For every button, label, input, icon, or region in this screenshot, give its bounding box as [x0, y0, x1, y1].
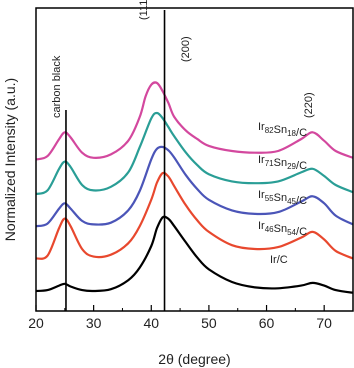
annotation-label: (220): [303, 92, 315, 118]
x-ticks: 20 30 40 50 60 70: [28, 305, 332, 331]
x-tick-label: 70: [316, 315, 332, 331]
series-labels: Ir/C Ir46Sn54/C Ir55Sn45/C Ir71Sn29/C Ir82Sn…: [258, 121, 307, 266]
y-axis-label: Normalized Intensity (a.u.): [2, 78, 18, 241]
series-label: Ir46Sn54/C: [258, 220, 307, 238]
plot-frame: [35, 7, 354, 312]
x-axis-label: 2θ (degree): [158, 351, 230, 367]
x-tick-label: 60: [259, 315, 275, 331]
x-tick-label: 30: [86, 315, 102, 331]
series-label: Ir71Sn29/C: [258, 154, 307, 172]
x-tick-label: 40: [143, 315, 159, 331]
annotation-label: carbon black: [51, 55, 63, 118]
series-line: [35, 81, 354, 161]
reference-lines: [65, 10, 166, 311]
series-label: Ir82Sn18/C: [258, 121, 307, 139]
series-label: Ir55Sn45/C: [258, 189, 307, 207]
annotations: carbon black (111) (200) (220): [51, 0, 315, 118]
series-line: [35, 145, 354, 228]
series-label: Ir/C: [270, 254, 288, 266]
annotation-label: (200): [180, 36, 192, 62]
series-layer: [35, 81, 354, 294]
series-line: [35, 171, 354, 260]
x-tick-label: 50: [201, 315, 217, 331]
annotation-label: (111): [138, 0, 150, 20]
series-line: [35, 111, 354, 196]
series-line: [35, 215, 354, 294]
x-tick-label: 20: [28, 315, 44, 331]
